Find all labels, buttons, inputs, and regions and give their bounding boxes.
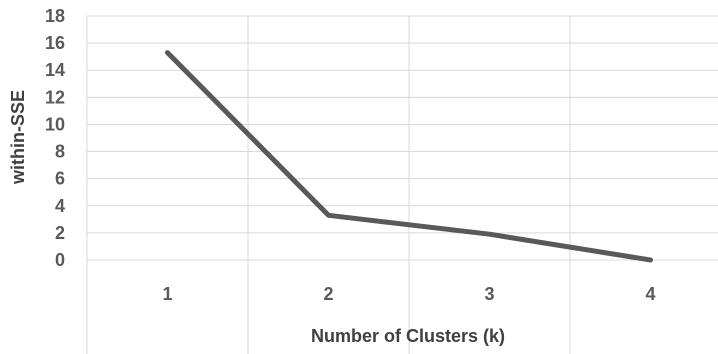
series-line [165, 50, 653, 263]
series-layer [165, 50, 653, 263]
y-axis-title: within-SSE [8, 90, 28, 185]
y-tick-label: 0 [55, 250, 65, 270]
y-tick-label: 12 [45, 87, 65, 107]
y-tick-label: 2 [55, 223, 65, 243]
x-tick-label: 4 [645, 284, 655, 304]
x-axis-ticks: 1 2 3 4 [162, 284, 655, 304]
x-tick-label: 2 [323, 284, 333, 304]
x-axis-title: Number of Clusters (k) [311, 326, 505, 346]
x-tick-label: 3 [484, 284, 494, 304]
y-tick-label: 16 [45, 33, 65, 53]
y-axis-ticks: 0 2 4 6 8 10 12 14 16 18 [45, 6, 65, 270]
y-tick-label: 18 [45, 6, 65, 26]
y-tick-label: 6 [55, 169, 65, 189]
y-tick-label: 8 [55, 142, 65, 162]
y-tick-label: 14 [45, 60, 65, 80]
gridlines [86, 15, 718, 354]
x-tick-label: 1 [162, 284, 172, 304]
y-tick-label: 4 [55, 196, 65, 216]
y-tick-label: 10 [45, 114, 65, 134]
